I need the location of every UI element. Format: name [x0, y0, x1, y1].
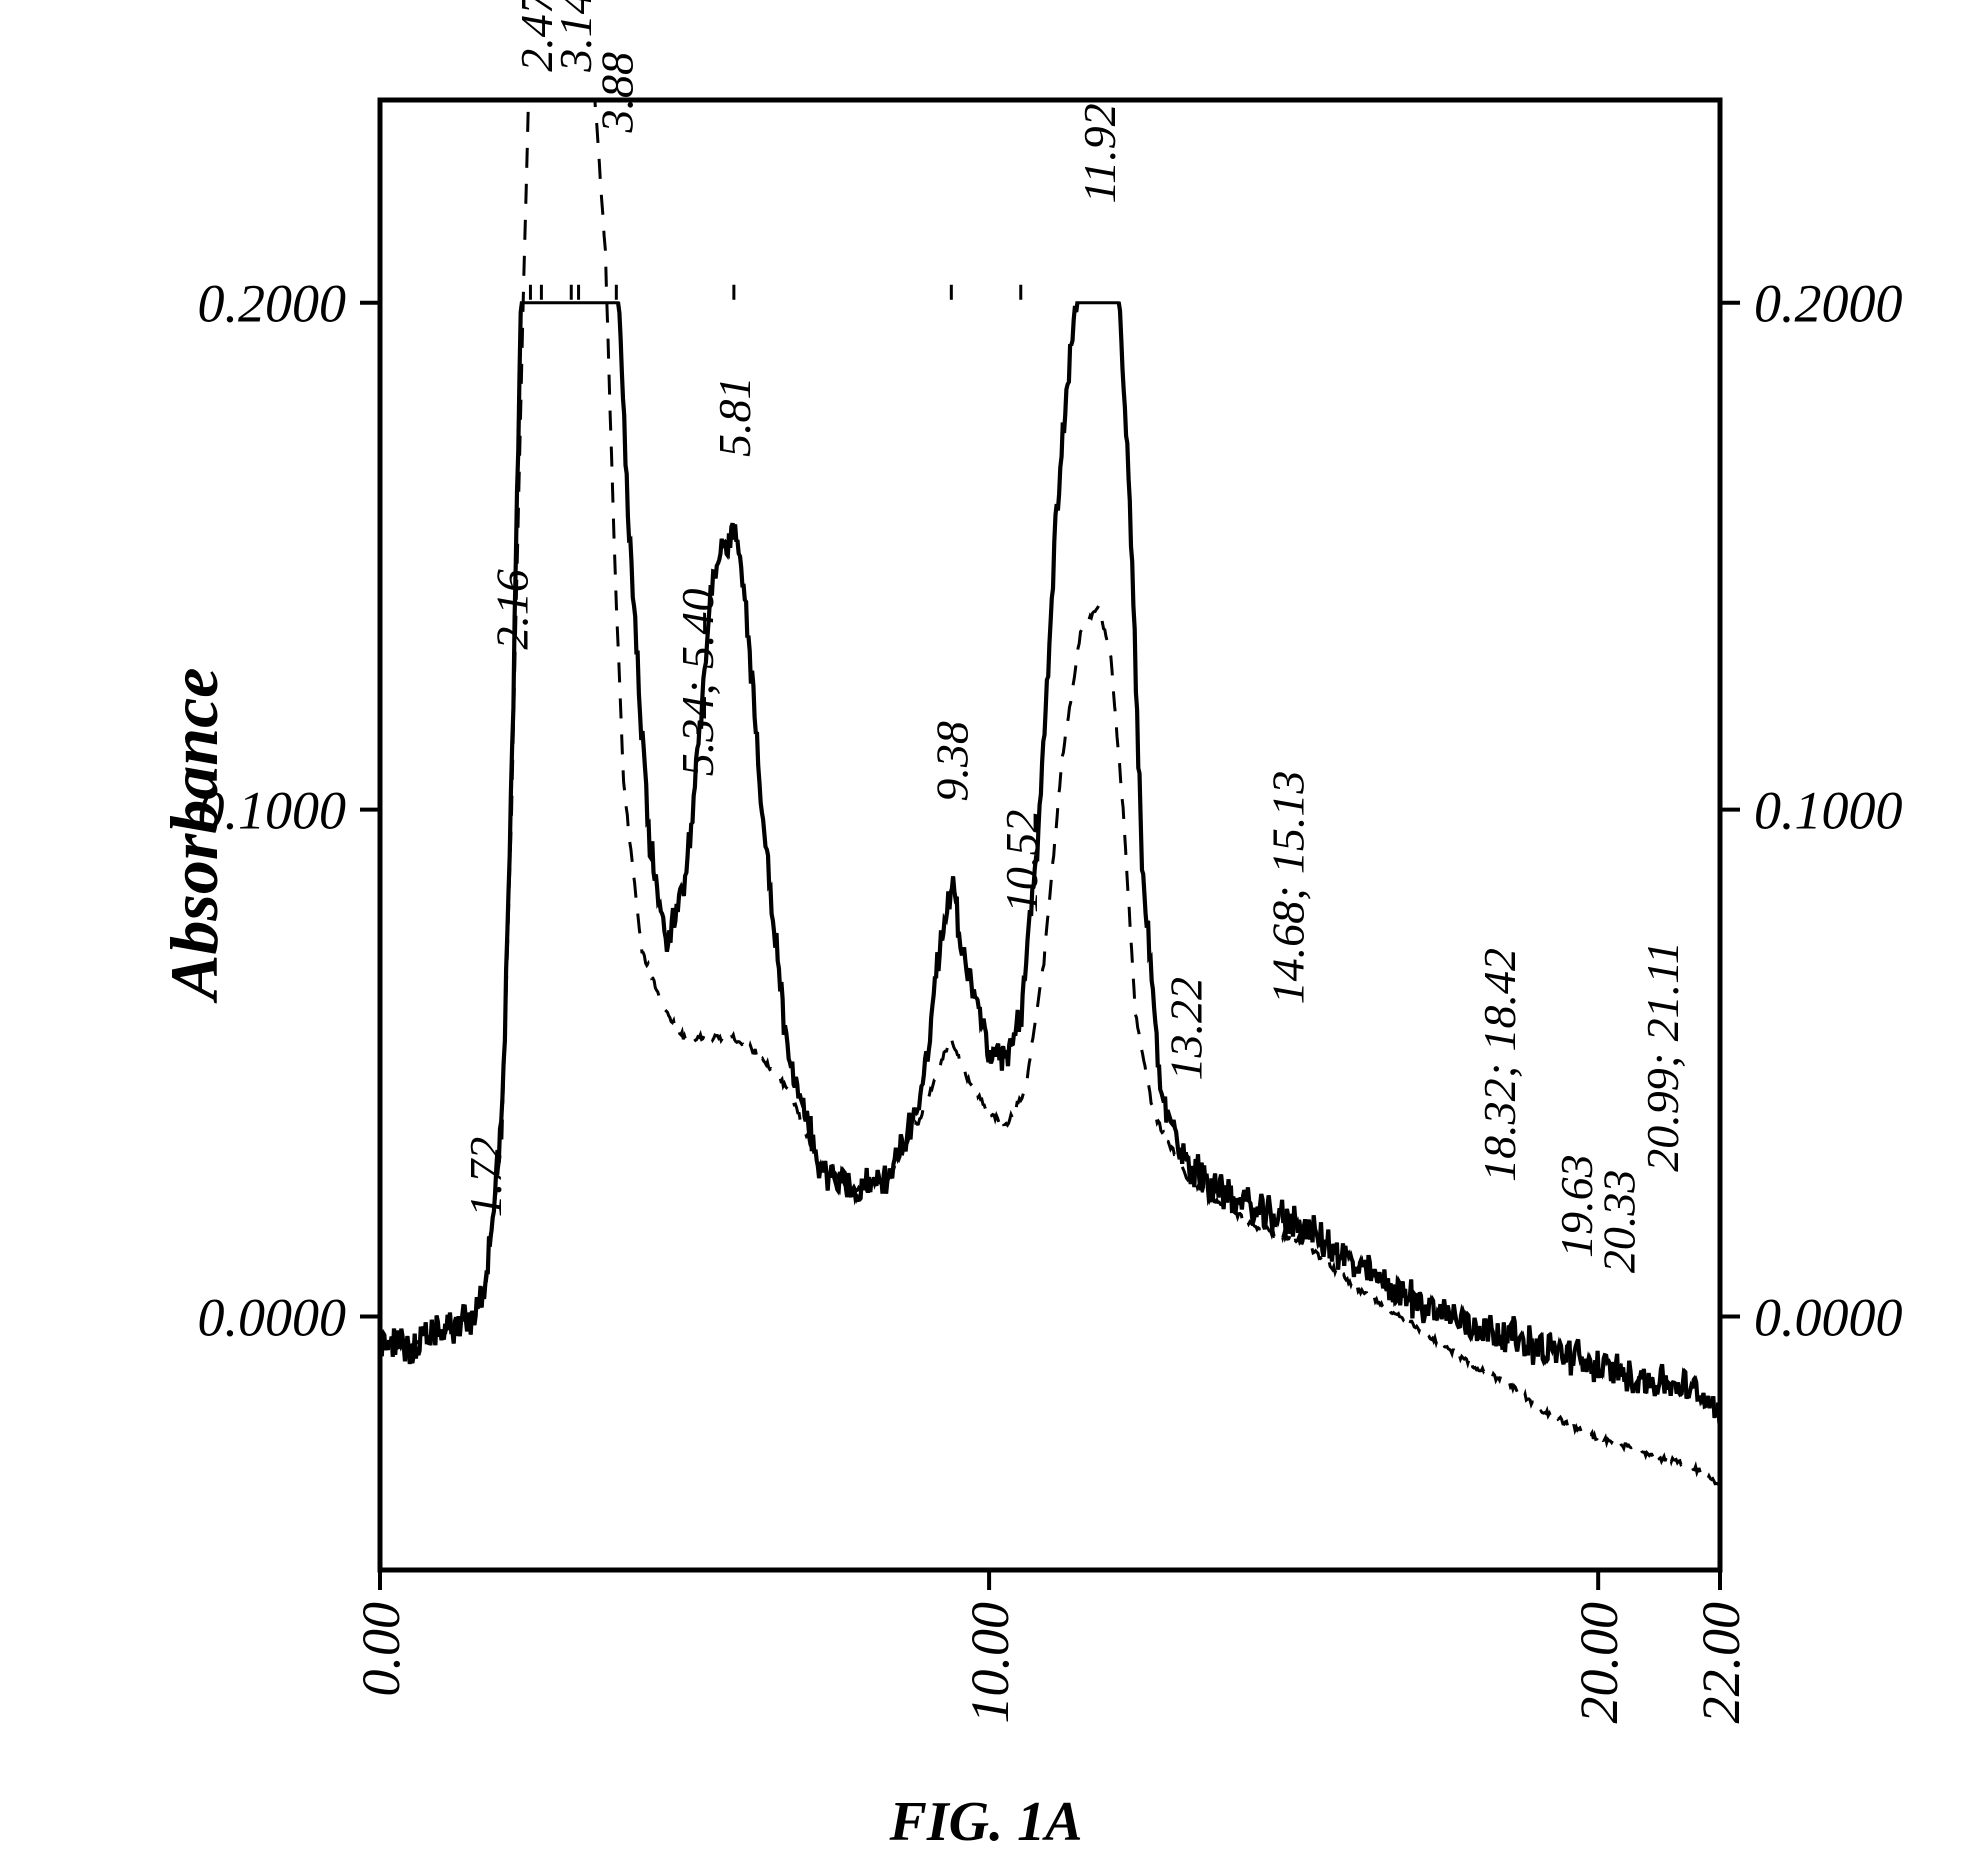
ytick-label-right: 0.2000	[1754, 274, 1903, 334]
peak-label: 18.32; 18.42	[1474, 948, 1525, 1182]
peak-label: 14.68; 15.13	[1263, 771, 1314, 1005]
chromatogram-chart: 0.00000.10000.20000.00000.10000.20000.00…	[0, 0, 1972, 1780]
series-solid	[380, 303, 1720, 1424]
xtick-label: 22.00	[1691, 1602, 1751, 1724]
series-dashed	[380, 0, 1720, 1486]
page-root: Absorbance 0.00000.10000.20000.00000.100…	[0, 0, 1972, 1875]
y-axis-label: Absorbance	[155, 668, 234, 1000]
peak-label: 5.34; 5.40	[672, 588, 723, 776]
ytick-label-left: 0.0000	[198, 1287, 347, 1347]
peak-label: 11.92	[1074, 103, 1125, 203]
peak-label: 5.81	[709, 376, 760, 457]
xtick-label: 20.00	[1569, 1602, 1629, 1724]
ytick-label-left: 0.2000	[198, 274, 347, 334]
peak-label: 20.99; 21.11	[1637, 941, 1688, 1171]
xtick-label: 0.00	[351, 1602, 411, 1697]
peak-label: 3.88	[591, 52, 642, 134]
ytick-label-right: 0.0000	[1754, 1287, 1903, 1347]
ytick-label-right: 0.1000	[1754, 781, 1903, 841]
peak-label: 9.38	[926, 721, 977, 802]
peak-label: 13.22	[1160, 977, 1211, 1081]
xtick-label: 10.00	[960, 1602, 1020, 1724]
peak-label: 20.33	[1593, 1170, 1644, 1274]
figure-caption: FIG. 1A	[0, 1790, 1972, 1854]
peak-label: 2.16	[487, 569, 538, 650]
peak-label: 1.72	[460, 1137, 511, 1218]
peak-label: 10.52	[996, 810, 1047, 914]
